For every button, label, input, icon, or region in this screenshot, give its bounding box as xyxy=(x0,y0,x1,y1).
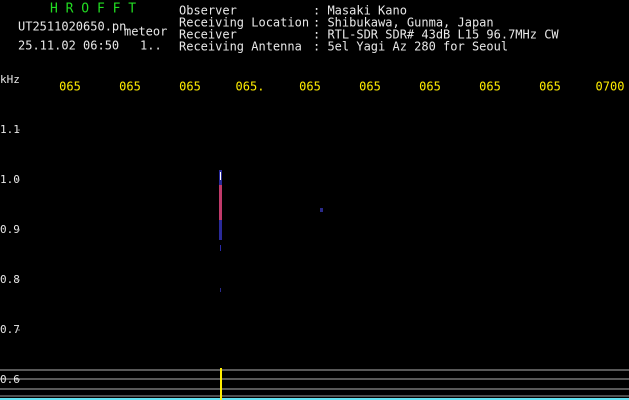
x-label: 065 xyxy=(419,80,441,94)
meteor-trace xyxy=(219,170,323,292)
x-label: 065 xyxy=(539,80,561,94)
info-value: : Shibukawa, Gunma, Japan xyxy=(313,16,494,30)
app-name: H R O F F T xyxy=(50,2,136,17)
info-value: : 5el Yagi Az 280 for Seoul xyxy=(313,40,508,54)
x-label: 0700 xyxy=(596,80,625,94)
x-label: 065 xyxy=(119,80,141,94)
y-label: 1.1 xyxy=(0,123,20,136)
y-label: 0.8 xyxy=(0,273,20,286)
y-label: 0.6 xyxy=(0,373,20,386)
info-label: Receiving Location xyxy=(179,16,309,30)
x-label: 065 xyxy=(479,80,501,94)
info-value: : Masaki Kano xyxy=(313,4,407,18)
y-label: 1.0 xyxy=(0,173,20,186)
file-name: UT2511020650.pn xyxy=(18,20,126,34)
info-label: Receiver xyxy=(179,28,237,42)
x-label: 065. xyxy=(236,80,265,94)
info-label: Receiving Antenna xyxy=(179,40,302,54)
x-label: 065 xyxy=(359,80,381,94)
x-label: 065 xyxy=(59,80,81,94)
y-unit: kHz xyxy=(0,73,20,86)
info-value: : RTL-SDR SDR# 43dB L15 96.7MHz CW xyxy=(313,28,559,42)
x-label: 065 xyxy=(179,80,201,94)
y-label: 0.9 xyxy=(0,223,20,236)
y-label: 0.7 xyxy=(0,323,20,336)
info-label: Observer xyxy=(179,4,237,18)
x-label: 065 xyxy=(299,80,321,94)
counter: 1.. xyxy=(140,39,162,53)
timestamp: 25.11.02 06:50 xyxy=(18,39,119,53)
event: meteor xyxy=(124,25,167,39)
baseline-lines xyxy=(0,368,629,400)
